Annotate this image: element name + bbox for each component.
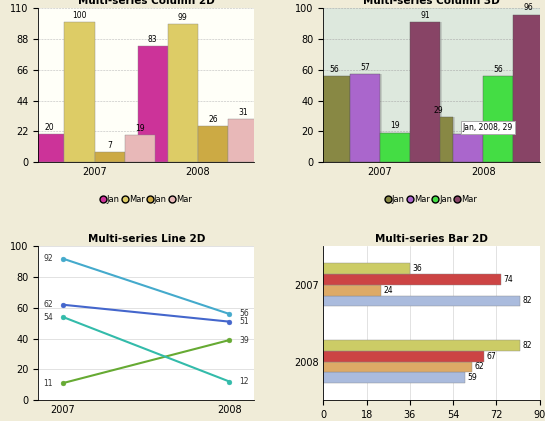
Bar <box>168 24 198 162</box>
Text: 59: 59 <box>468 373 477 382</box>
Bar <box>323 285 381 296</box>
Bar <box>64 22 94 162</box>
Bar <box>483 76 513 162</box>
Text: 36: 36 <box>412 264 422 273</box>
Bar <box>198 126 228 162</box>
Text: 91: 91 <box>420 11 429 20</box>
Text: 99: 99 <box>178 13 187 21</box>
Text: 83: 83 <box>148 35 158 44</box>
Bar <box>410 22 440 162</box>
Text: Jan, 2008, 29: Jan, 2008, 29 <box>463 123 513 132</box>
Bar <box>138 46 168 162</box>
Text: 39: 39 <box>239 336 249 344</box>
Title: Multi-series Bar 2D: Multi-series Bar 2D <box>375 234 488 244</box>
Bar <box>412 22 442 162</box>
Text: 57: 57 <box>360 63 370 72</box>
Bar <box>34 134 64 162</box>
Bar <box>516 15 545 162</box>
Bar <box>228 119 258 162</box>
Text: 26: 26 <box>208 115 218 124</box>
Title: Multi-series Line 2D: Multi-series Line 2D <box>88 234 205 244</box>
Text: 20: 20 <box>45 123 55 132</box>
Bar <box>350 75 380 162</box>
Text: 92: 92 <box>44 254 53 263</box>
Text: 62: 62 <box>475 362 485 371</box>
Bar <box>453 134 483 162</box>
Text: 54: 54 <box>44 312 53 322</box>
Text: 29: 29 <box>433 106 443 115</box>
Bar <box>323 362 473 372</box>
Text: 82: 82 <box>523 341 532 350</box>
Bar <box>423 117 453 162</box>
Text: 82: 82 <box>523 296 532 305</box>
Bar <box>320 76 350 162</box>
Bar <box>352 75 382 162</box>
Text: 24: 24 <box>384 286 393 295</box>
Bar <box>513 15 543 162</box>
Legend: Jan, Mar, Jan, Mar: Jan, Mar, Jan, Mar <box>383 191 480 207</box>
Bar <box>486 76 516 162</box>
Text: 31: 31 <box>238 108 248 117</box>
Text: 11: 11 <box>44 378 53 388</box>
Title: Multi-series Column 3D: Multi-series Column 3D <box>363 0 500 6</box>
Text: 7: 7 <box>107 141 112 150</box>
Text: 56: 56 <box>493 65 503 74</box>
Bar <box>323 274 501 285</box>
Text: 67: 67 <box>487 352 496 361</box>
Text: 56: 56 <box>239 309 249 318</box>
Text: 96: 96 <box>523 3 533 12</box>
Bar <box>323 296 520 306</box>
Text: 12: 12 <box>239 377 249 386</box>
Text: 19: 19 <box>135 124 144 133</box>
Bar <box>425 117 456 162</box>
Bar <box>94 152 125 162</box>
Bar <box>323 351 485 362</box>
Text: 62: 62 <box>44 300 53 309</box>
Legend: Jan, Mar, Jan, Mar: Jan, Mar, Jan, Mar <box>98 191 195 207</box>
Text: 51: 51 <box>239 317 249 326</box>
Bar <box>322 76 352 162</box>
Text: 100: 100 <box>72 11 87 20</box>
Text: 19: 19 <box>390 122 399 131</box>
Text: 74: 74 <box>504 275 513 284</box>
Title: Multi-series Column 2D: Multi-series Column 2D <box>78 0 215 6</box>
Bar <box>323 372 465 383</box>
Text: 56: 56 <box>330 65 340 74</box>
Bar <box>456 134 486 162</box>
Text: 18: 18 <box>463 123 473 132</box>
Bar <box>382 133 412 162</box>
Bar <box>323 263 410 274</box>
Bar <box>380 133 410 162</box>
Bar <box>323 340 520 351</box>
Bar <box>125 136 155 162</box>
